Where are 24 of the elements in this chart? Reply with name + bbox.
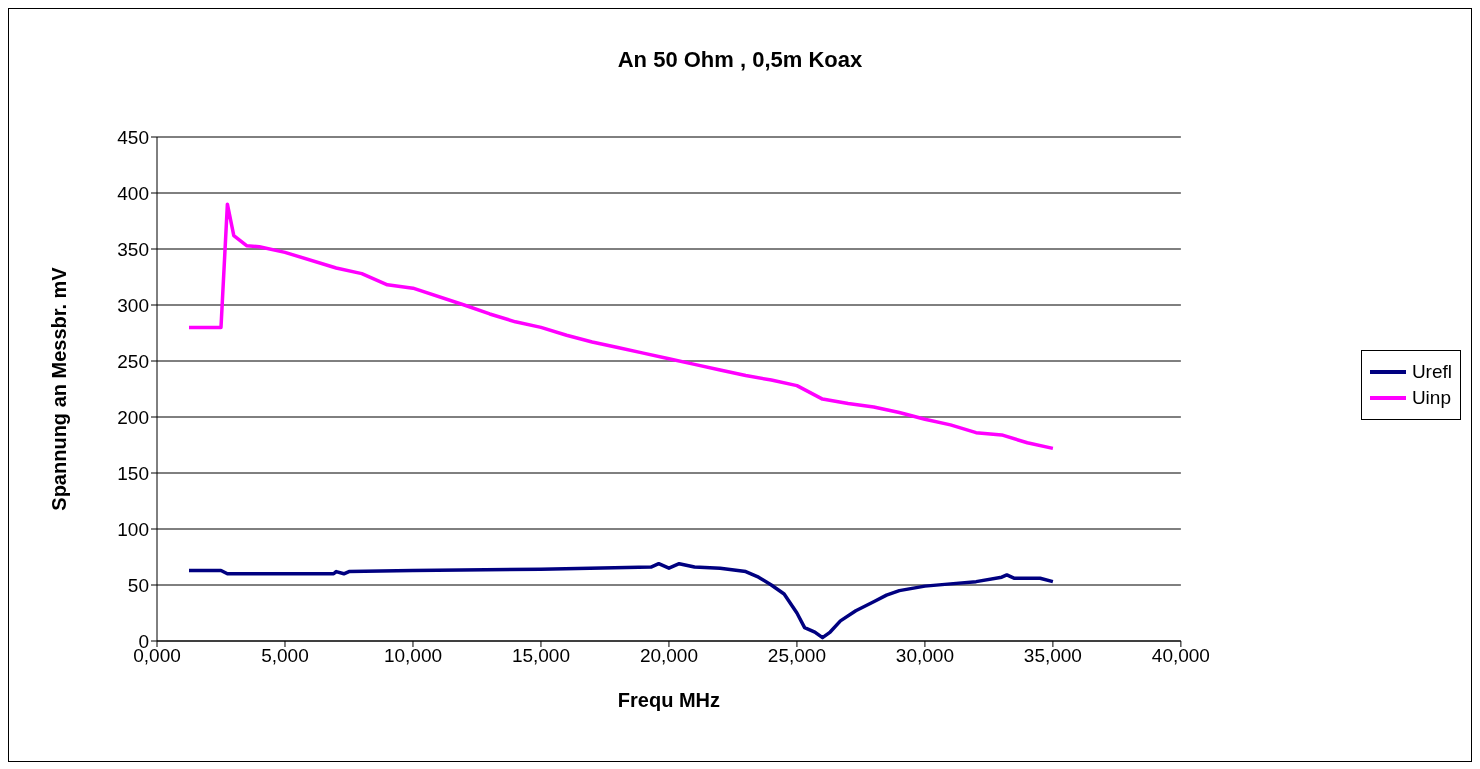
x-tick-label: 15,000 xyxy=(511,645,571,667)
x-tick-label: 25,000 xyxy=(767,645,826,667)
legend-label: Uinp xyxy=(1411,387,1451,409)
y-tick-label: 100 xyxy=(117,518,149,540)
x-axis-title: Frequ MHz xyxy=(617,689,721,711)
legend-label: Urefl xyxy=(1411,361,1452,383)
x-tick-label: 10,000 xyxy=(383,645,443,667)
y-tick-label: 250 xyxy=(117,350,149,372)
y-tick-label: 150 xyxy=(117,462,149,484)
y-tick-label: 200 xyxy=(117,406,149,428)
y-tick-label: 450 xyxy=(117,126,149,148)
y-tick-label: 350 xyxy=(117,238,149,260)
x-tick-label: 35,000 xyxy=(1023,645,1082,667)
x-tick-label: 5,000 xyxy=(261,645,309,667)
y-tick-label: 300 xyxy=(117,294,149,316)
y-tick-label: 50 xyxy=(127,574,149,596)
y-axis-title: Spannung an Messbr. mV xyxy=(48,266,71,511)
y-tick-label: 400 xyxy=(117,182,149,204)
chart-title: An 50 Ohm , 0,5m Koax xyxy=(616,47,864,73)
x-tick-label: 40,000 xyxy=(1151,645,1210,667)
line-series xyxy=(187,202,1055,451)
x-tick-label: 20,000 xyxy=(639,645,698,667)
x-tick-label: 30,000 xyxy=(895,645,954,667)
line-series xyxy=(187,561,1055,640)
